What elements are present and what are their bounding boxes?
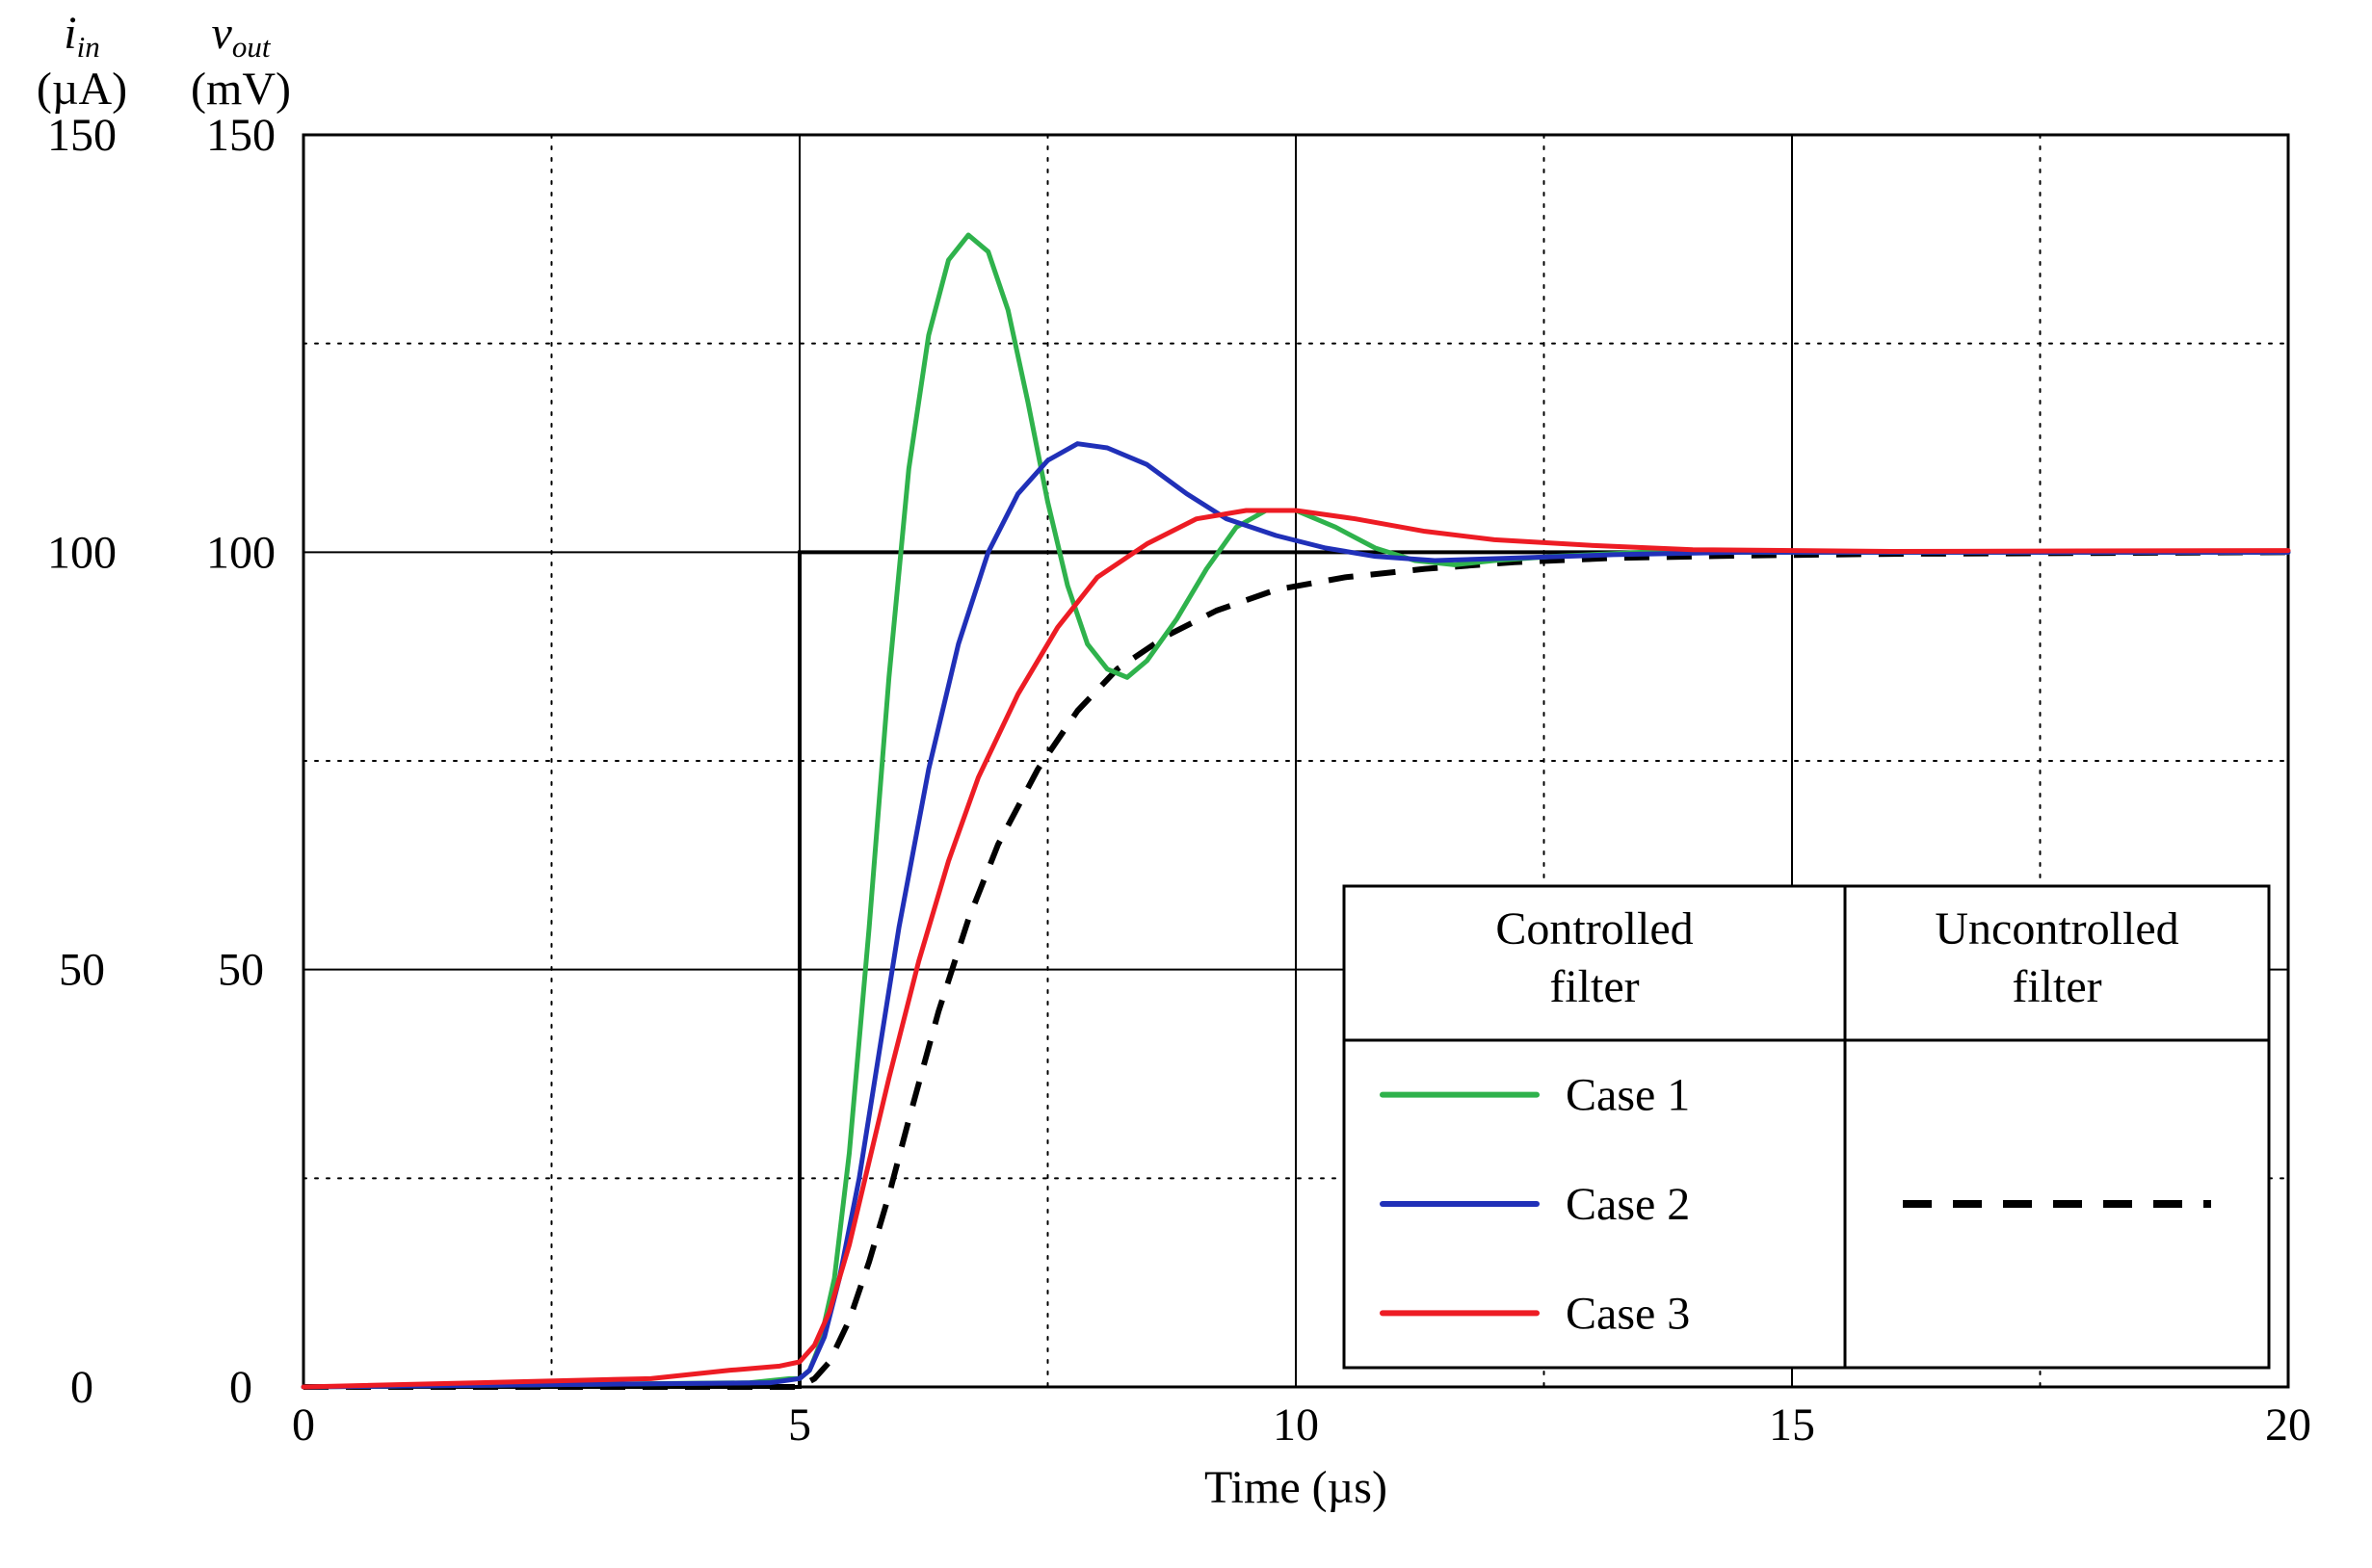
y-axis-unit-ua: (µA) xyxy=(37,64,127,115)
y-tick-label: 0 xyxy=(229,1362,252,1413)
y-tick-label: 150 xyxy=(206,110,276,161)
legend-label-case-1: Case 1 xyxy=(1566,1070,1690,1121)
y-tick-label: 50 xyxy=(59,945,105,996)
x-tick-label: 20 xyxy=(2265,1399,2311,1450)
x-tick-label: 15 xyxy=(1769,1399,1815,1450)
x-tick-label: 10 xyxy=(1273,1399,1319,1450)
legend-header-uncontrolled: filter xyxy=(2012,961,2101,1012)
legend-header-controlled: Controlled xyxy=(1495,903,1693,954)
x-tick-label: 0 xyxy=(292,1399,315,1450)
y-tick-label: 100 xyxy=(47,527,117,578)
legend-label-case-3: Case 3 xyxy=(1566,1288,1690,1339)
y-tick-label: 0 xyxy=(70,1362,93,1413)
y-tick-label: 50 xyxy=(218,945,264,996)
x-tick-label: 5 xyxy=(788,1399,811,1450)
legend-header-controlled: filter xyxy=(1549,961,1639,1012)
legend-header-uncontrolled: Uncontrolled xyxy=(1935,903,2178,954)
y-tick-label: 100 xyxy=(206,527,276,578)
x-axis-label: Time (µs) xyxy=(1204,1462,1387,1513)
step-response-chart: 05101520Time (µs)iin(µA)050100150vout(mV… xyxy=(0,0,2372,1568)
chart-container: 05101520Time (µs)iin(µA)050100150vout(mV… xyxy=(0,0,2372,1568)
y-axis-unit-mv: (mV) xyxy=(191,64,291,115)
legend: Controlled filter Uncontrolled filter Case 1… xyxy=(1344,886,2269,1368)
legend-label-case-2: Case 2 xyxy=(1566,1179,1690,1230)
y-tick-label: 150 xyxy=(47,110,117,161)
